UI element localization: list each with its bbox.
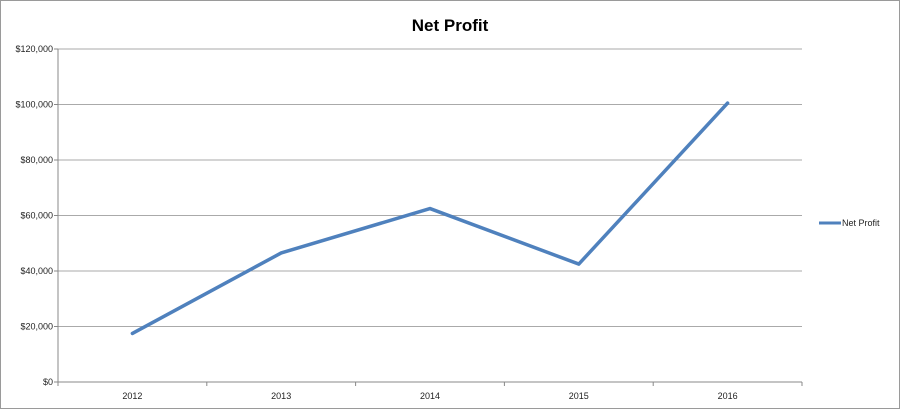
- legend-label-net-profit: Net Profit: [842, 218, 880, 228]
- chart-title: Net Profit: [412, 16, 489, 35]
- x-tick-label: 2016: [718, 391, 738, 401]
- x-axis-ticks: 2012 2013 2014 2015 2016: [57, 382, 803, 401]
- y-tick-label: $40,000: [20, 266, 53, 276]
- x-tick-label: 2013: [271, 391, 291, 401]
- x-tick-label: 2014: [420, 391, 440, 401]
- y-axis-ticks: $0 $20,000 $40,000 $60,000 $80,000 $100,000 $1…: [15, 44, 58, 387]
- data-point: [726, 101, 730, 105]
- y-tick-label: $120,000: [15, 44, 53, 54]
- data-point: [279, 251, 283, 255]
- y-tick-label: $80,000: [20, 155, 53, 165]
- data-point: [130, 331, 134, 335]
- y-tick-label: $0: [43, 377, 53, 387]
- y-tick-label: $100,000: [15, 100, 53, 110]
- y-tick-label: $60,000: [20, 211, 53, 221]
- legend: Net Profit: [819, 218, 880, 228]
- gridlines: [58, 48, 802, 327]
- series-line-net-profit: [130, 101, 730, 336]
- data-point: [577, 262, 581, 266]
- data-point: [428, 207, 432, 211]
- x-tick-label: 2015: [569, 391, 589, 401]
- y-tick-label: $20,000: [20, 322, 53, 332]
- series-group: [130, 101, 730, 336]
- x-tick-label: 2012: [122, 391, 142, 401]
